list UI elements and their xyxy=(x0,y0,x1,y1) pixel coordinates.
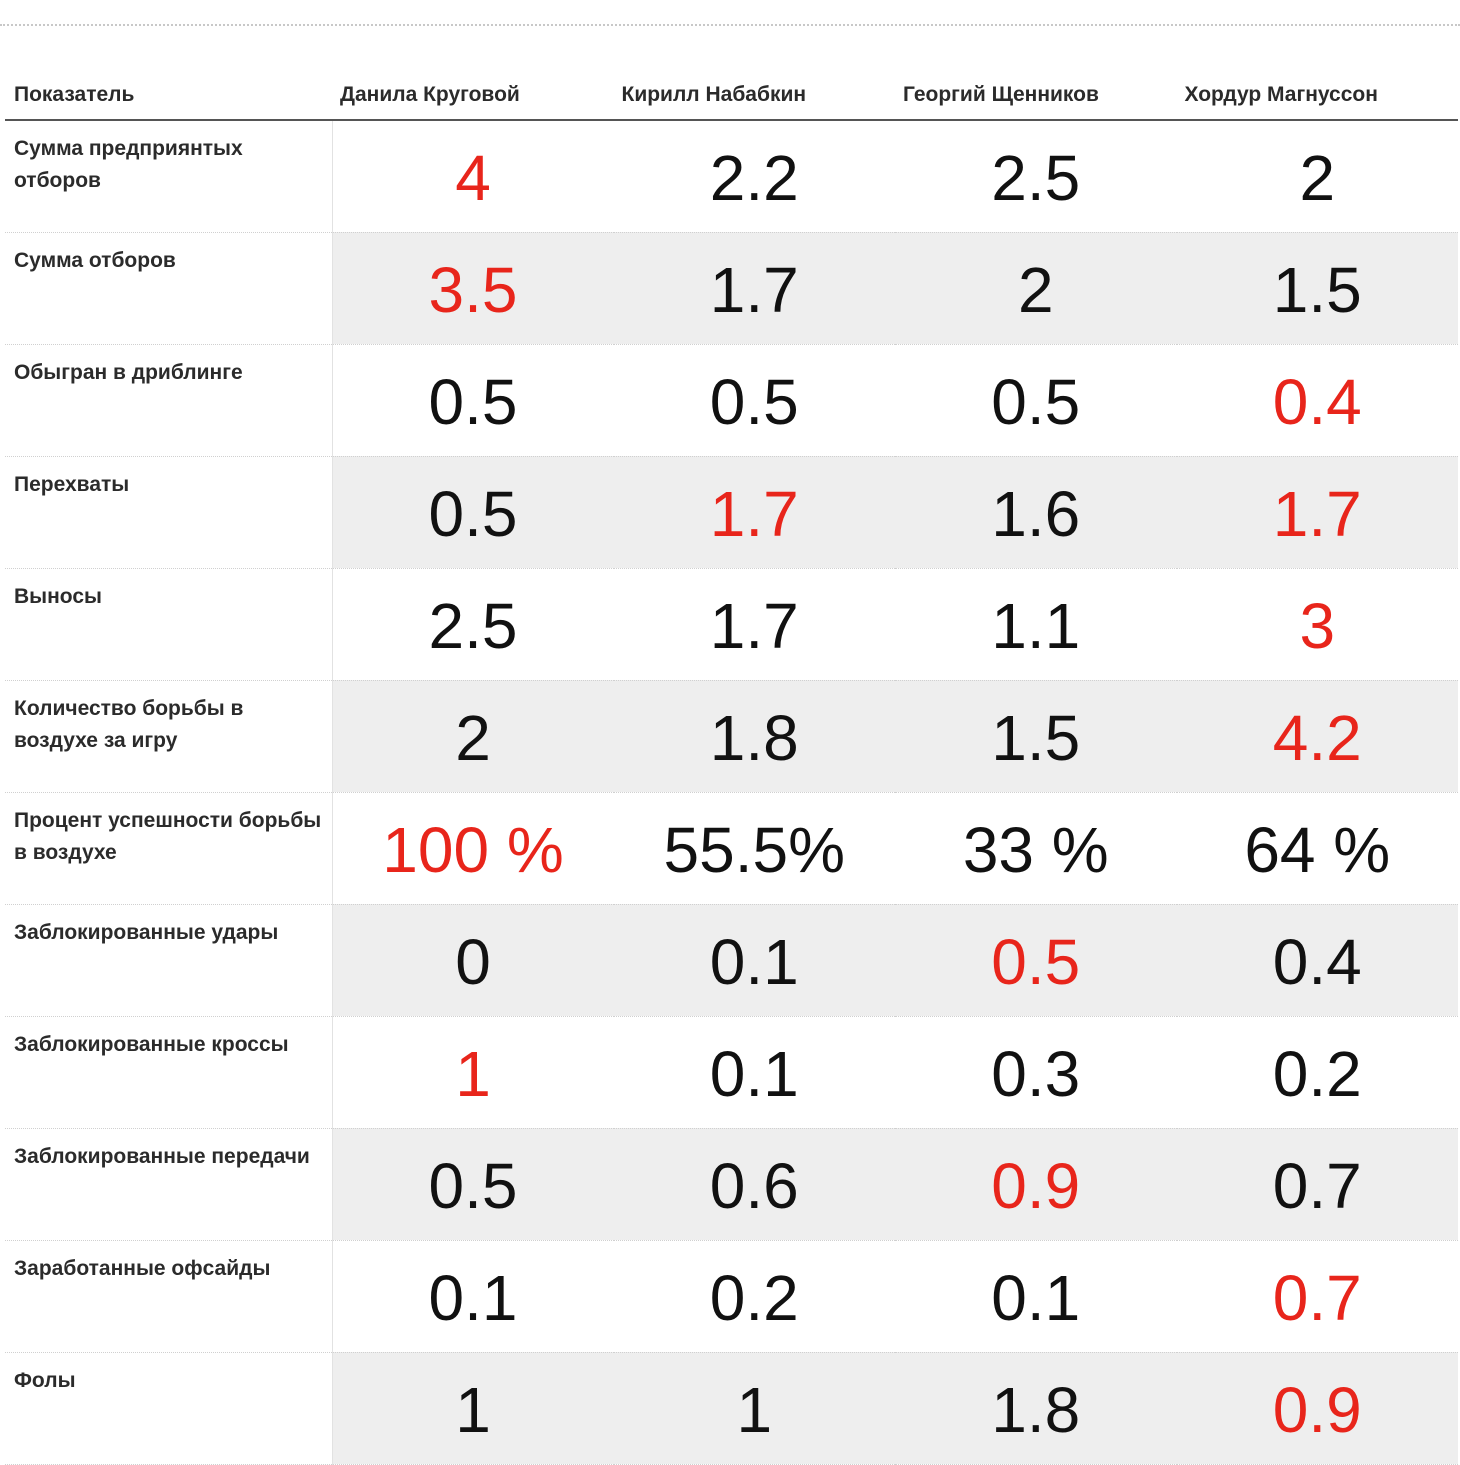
value-cell: 0.1 xyxy=(895,1240,1177,1353)
row-label: Обыгран в дриблинге xyxy=(5,344,333,457)
value-cell: 1.1 xyxy=(895,568,1177,681)
value-cell: 2 xyxy=(895,232,1177,345)
table-row: Сумма предприянтых отборов 4 2.2 2.5 2 xyxy=(5,120,1458,233)
table-row: Процент успешности борьбы в воздухе 100 … xyxy=(5,792,1458,905)
value-cell: 1.7 xyxy=(613,232,895,345)
value-cell: 4.2 xyxy=(1176,680,1458,793)
value-cell: 0.5 xyxy=(332,456,614,569)
value-cell: 2 xyxy=(1176,120,1458,233)
top-dotted-divider xyxy=(0,24,1460,26)
value-cell: 64 % xyxy=(1176,792,1458,905)
table-row: Фолы 1 1 1.8 0.9 xyxy=(5,1352,1458,1465)
table-row: Заработанные офсайды 0.1 0.2 0.1 0.7 xyxy=(5,1240,1458,1353)
value-cell: 1.6 xyxy=(895,456,1177,569)
value-cell: 1.7 xyxy=(613,456,895,569)
value-cell: 2.5 xyxy=(895,120,1177,233)
value-cell: 1.8 xyxy=(895,1352,1177,1465)
row-label: Заработанные офсайды xyxy=(5,1240,333,1353)
value-cell: 1.8 xyxy=(613,680,895,793)
row-label: Заблокированные кроссы xyxy=(5,1016,333,1129)
value-cell: 1.7 xyxy=(1176,456,1458,569)
value-cell: 3.5 xyxy=(332,232,614,345)
table-row: Выносы 2.5 1.7 1.1 3 xyxy=(5,568,1458,681)
value-cell: 1.7 xyxy=(613,568,895,681)
table-row: Сумма отборов 3.5 1.7 2 1.5 xyxy=(5,232,1458,345)
value-cell: 0.5 xyxy=(332,344,614,457)
row-label: Выносы xyxy=(5,568,333,681)
row-label: Заблокированные передачи xyxy=(5,1128,333,1241)
value-cell: 1 xyxy=(332,1016,614,1129)
value-cell: 0.9 xyxy=(1176,1352,1458,1465)
value-cell: 0.9 xyxy=(895,1128,1177,1241)
table-header-row: Показатель Данила Круговой Кирилл Набабк… xyxy=(5,70,1458,121)
row-label: Фолы xyxy=(5,1352,333,1465)
value-cell: 2.5 xyxy=(332,568,614,681)
value-cell: 0.3 xyxy=(895,1016,1177,1129)
value-cell: 0.7 xyxy=(1176,1240,1458,1353)
row-label: Сумма предприянтых отборов xyxy=(5,120,333,233)
table-row: Заблокированные удары 0 0.1 0.5 0.4 xyxy=(5,904,1458,1017)
value-cell: 0.2 xyxy=(1176,1016,1458,1129)
column-header-player: Хордур Магнуссон xyxy=(1176,70,1458,121)
value-cell: 0 xyxy=(332,904,614,1017)
row-label: Сумма отборов xyxy=(5,232,333,345)
value-cell: 55.5% xyxy=(613,792,895,905)
value-cell: 0.4 xyxy=(1176,904,1458,1017)
stats-comparison-table: Показатель Данила Круговой Кирилл Набабк… xyxy=(5,70,1458,1465)
value-cell: 1 xyxy=(613,1352,895,1465)
column-header-indicator: Показатель xyxy=(5,70,332,121)
column-header-player: Кирилл Набабкин xyxy=(613,70,895,121)
value-cell: 33 % xyxy=(895,792,1177,905)
table-row: Обыгран в дриблинге 0.5 0.5 0.5 0.4 xyxy=(5,344,1458,457)
value-cell: 3 xyxy=(1176,568,1458,681)
row-label: Перехваты xyxy=(5,456,333,569)
column-header-player: Данила Круговой xyxy=(332,70,614,121)
table-row: Количество борьбы в воздухе за игру 2 1.… xyxy=(5,680,1458,793)
value-cell: 1.5 xyxy=(895,680,1177,793)
column-header-player: Георгий Щенников xyxy=(895,70,1177,121)
value-cell: 0.4 xyxy=(1176,344,1458,457)
value-cell: 0.6 xyxy=(613,1128,895,1241)
value-cell: 0.2 xyxy=(613,1240,895,1353)
value-cell: 4 xyxy=(332,120,614,233)
value-cell: 0.5 xyxy=(613,344,895,457)
value-cell: 1.5 xyxy=(1176,232,1458,345)
value-cell: 0.5 xyxy=(332,1128,614,1241)
table-row: Перехваты 0.5 1.7 1.6 1.7 xyxy=(5,456,1458,569)
table-row: Заблокированные передачи 0.5 0.6 0.9 0.7 xyxy=(5,1128,1458,1241)
value-cell: 0.5 xyxy=(895,904,1177,1017)
value-cell: 1 xyxy=(332,1352,614,1465)
value-cell: 0.1 xyxy=(332,1240,614,1353)
value-cell: 0.7 xyxy=(1176,1128,1458,1241)
value-cell: 0.1 xyxy=(613,1016,895,1129)
row-label: Количество борьбы в воздухе за игру xyxy=(5,680,333,793)
value-cell: 2.2 xyxy=(613,120,895,233)
value-cell: 100 % xyxy=(332,792,614,905)
table-row: Заблокированные кроссы 1 0.1 0.3 0.2 xyxy=(5,1016,1458,1129)
row-label: Процент успешности борьбы в воздухе xyxy=(5,792,333,905)
value-cell: 0.1 xyxy=(613,904,895,1017)
value-cell: 2 xyxy=(332,680,614,793)
value-cell: 0.5 xyxy=(895,344,1177,457)
row-label: Заблокированные удары xyxy=(5,904,333,1017)
